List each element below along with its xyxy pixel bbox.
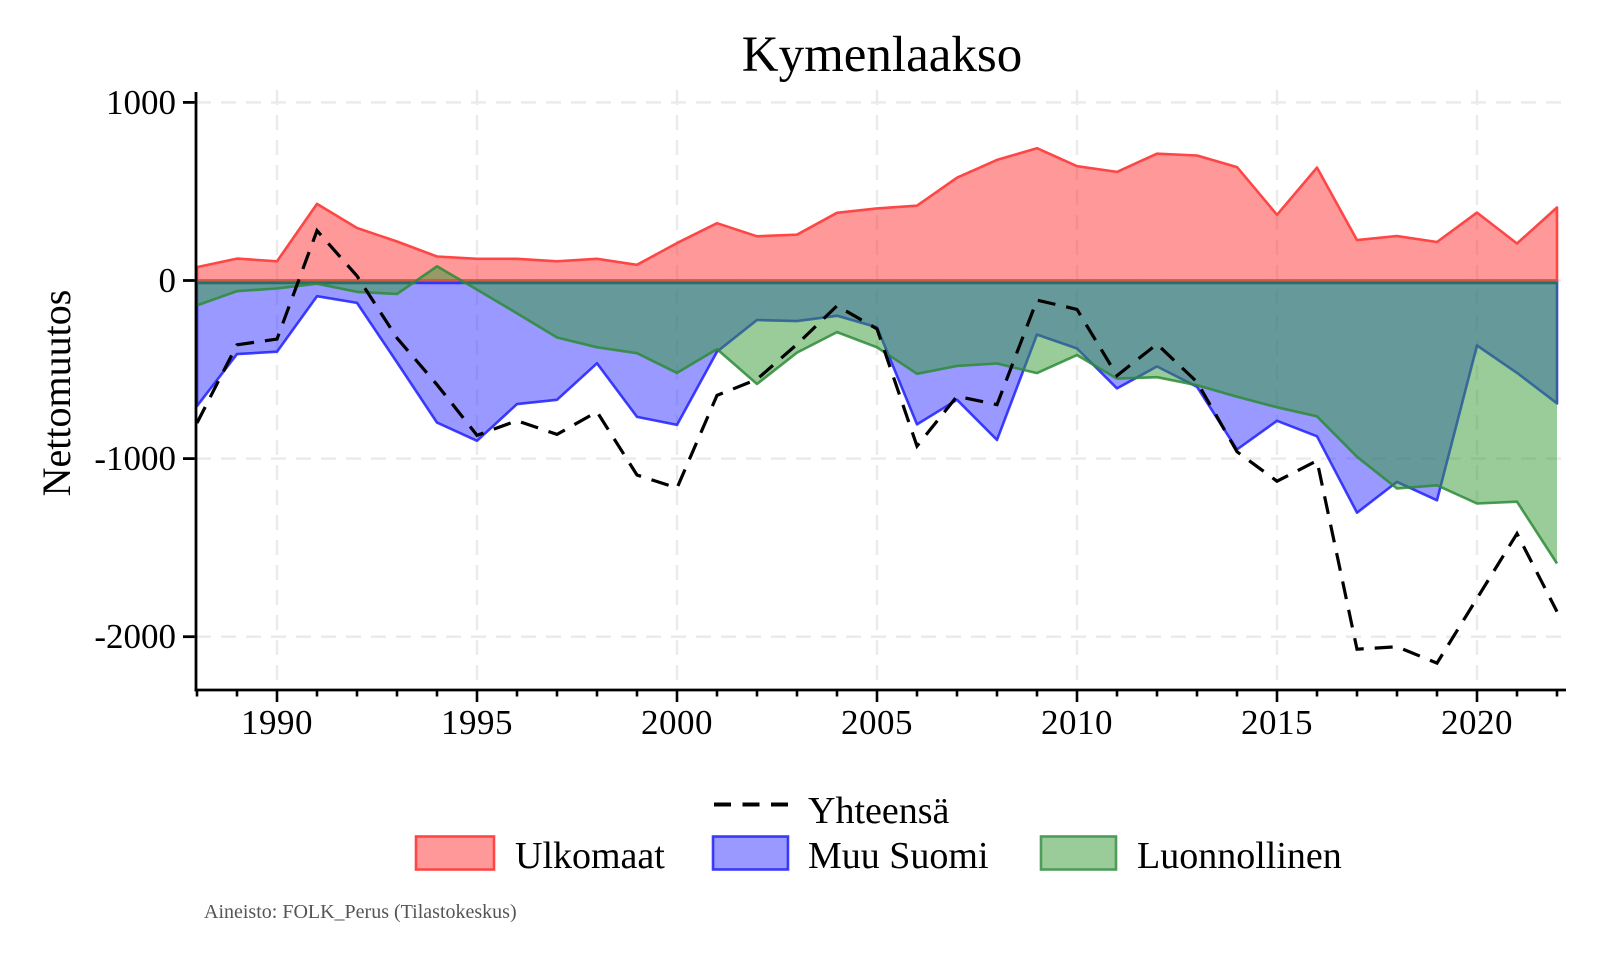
svg-text:Aineisto: FOLK_Perus (Tilastok: Aineisto: FOLK_Perus (Tilastokeskus)	[204, 901, 517, 923]
svg-text:2020: 2020	[1441, 703, 1513, 742]
svg-text:2000: 2000	[641, 703, 713, 742]
svg-text:Nettomuutos: Nettomuutos	[34, 290, 79, 497]
svg-text:Yhteensä: Yhteensä	[808, 790, 950, 832]
svg-text:1990: 1990	[241, 703, 313, 742]
svg-text:1995: 1995	[441, 703, 513, 742]
svg-text:2010: 2010	[1041, 703, 1113, 742]
svg-text:Luonnollinen: Luonnollinen	[1137, 835, 1342, 877]
svg-text:0: 0	[159, 261, 177, 300]
svg-text:Kymenlaakso: Kymenlaakso	[742, 27, 1022, 83]
svg-text:-1000: -1000	[94, 439, 176, 478]
svg-text:2015: 2015	[1241, 703, 1313, 742]
svg-text:-2000: -2000	[94, 617, 176, 656]
svg-text:1000: 1000	[106, 83, 176, 122]
svg-text:Ulkomaat: Ulkomaat	[515, 835, 665, 877]
svg-text:2005: 2005	[841, 703, 913, 742]
svg-text:Muu Suomi: Muu Suomi	[808, 835, 989, 877]
